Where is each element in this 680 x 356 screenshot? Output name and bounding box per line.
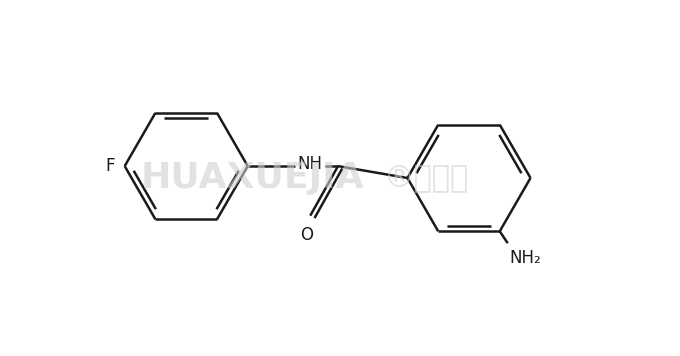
Text: HUAXUEJIA: HUAXUEJIA bbox=[141, 161, 364, 195]
Text: NH: NH bbox=[297, 155, 322, 173]
Text: F: F bbox=[105, 157, 115, 175]
Text: NH₂: NH₂ bbox=[510, 249, 541, 267]
Text: ®化学加: ®化学加 bbox=[384, 163, 469, 193]
Text: O: O bbox=[300, 226, 313, 244]
